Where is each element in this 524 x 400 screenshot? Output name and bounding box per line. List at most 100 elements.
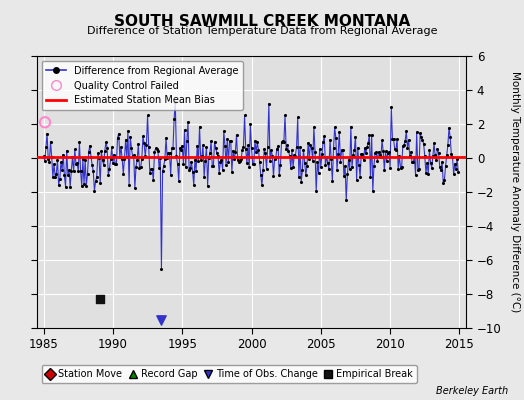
Point <box>283 142 291 148</box>
Point <box>411 172 420 178</box>
Point <box>401 138 409 144</box>
Point <box>410 154 419 160</box>
Point <box>146 170 154 176</box>
Point <box>363 144 371 150</box>
Point <box>161 156 169 162</box>
Point <box>377 154 385 160</box>
Point <box>232 132 241 138</box>
Point <box>42 144 50 150</box>
Point <box>353 177 361 183</box>
Point <box>124 128 132 134</box>
Point <box>144 112 152 119</box>
Point <box>122 136 130 143</box>
Y-axis label: Monthly Temperature Anomaly Difference (°C): Monthly Temperature Anomaly Difference (… <box>510 71 520 313</box>
Point <box>70 168 78 174</box>
Point <box>238 147 246 153</box>
Point <box>271 154 280 160</box>
Point <box>241 112 249 119</box>
Point <box>234 156 242 163</box>
Point <box>217 156 226 163</box>
Point <box>41 119 49 126</box>
Point <box>268 152 277 159</box>
Point <box>170 115 178 122</box>
Point <box>107 144 116 150</box>
Point <box>116 154 124 160</box>
Point <box>427 159 435 166</box>
Point <box>108 160 117 166</box>
Point <box>408 159 416 166</box>
Point <box>354 145 362 151</box>
Point <box>194 158 203 165</box>
Point <box>173 161 182 167</box>
Point <box>430 140 438 146</box>
Point <box>145 144 153 150</box>
Point <box>321 162 330 168</box>
Point <box>359 157 368 164</box>
Point <box>103 145 111 151</box>
Point <box>309 158 317 164</box>
Point <box>184 119 192 126</box>
Point <box>193 142 201 149</box>
Point <box>94 150 102 156</box>
Point <box>287 165 295 171</box>
Point <box>319 139 328 145</box>
Point <box>449 153 457 160</box>
Point <box>282 145 290 152</box>
Point <box>158 168 167 175</box>
Point <box>434 150 443 156</box>
Point <box>177 147 185 154</box>
Point <box>277 139 286 145</box>
Point <box>424 171 432 177</box>
Point <box>207 138 215 145</box>
Point <box>388 136 397 142</box>
Point <box>331 124 339 131</box>
Point <box>293 114 302 121</box>
Point <box>174 178 183 184</box>
Point <box>285 148 293 154</box>
Point <box>452 166 460 172</box>
Point <box>320 133 329 139</box>
Point <box>343 171 352 178</box>
Point <box>396 164 405 171</box>
Point <box>302 172 310 178</box>
Point <box>187 159 195 166</box>
Point <box>178 142 187 149</box>
Point <box>126 134 135 140</box>
Point <box>260 146 268 152</box>
Point <box>135 164 144 171</box>
Point <box>417 134 425 140</box>
Point <box>113 135 122 141</box>
Point <box>150 149 159 156</box>
Point <box>311 149 319 155</box>
Point <box>438 158 446 165</box>
Point <box>453 156 461 162</box>
Point <box>169 145 177 151</box>
Point <box>239 144 248 151</box>
Point <box>208 162 216 169</box>
Point <box>365 132 374 138</box>
Point <box>201 157 210 164</box>
Point <box>168 145 176 151</box>
Point <box>89 168 97 175</box>
Point <box>440 176 449 183</box>
Point <box>247 144 256 151</box>
Point <box>229 147 237 154</box>
Point <box>264 143 272 150</box>
Point <box>78 183 86 189</box>
Point <box>254 147 263 153</box>
Point <box>258 182 266 189</box>
Point <box>290 152 299 158</box>
Point <box>52 170 60 177</box>
Point <box>81 157 90 164</box>
Point <box>196 156 205 163</box>
Point <box>51 174 59 180</box>
Point <box>403 144 412 151</box>
Point <box>425 147 433 154</box>
Point <box>288 147 296 154</box>
Point <box>59 151 68 158</box>
Point <box>356 174 364 180</box>
Point <box>179 161 188 168</box>
Point <box>451 161 459 167</box>
Point <box>133 157 141 163</box>
Point <box>255 158 264 165</box>
